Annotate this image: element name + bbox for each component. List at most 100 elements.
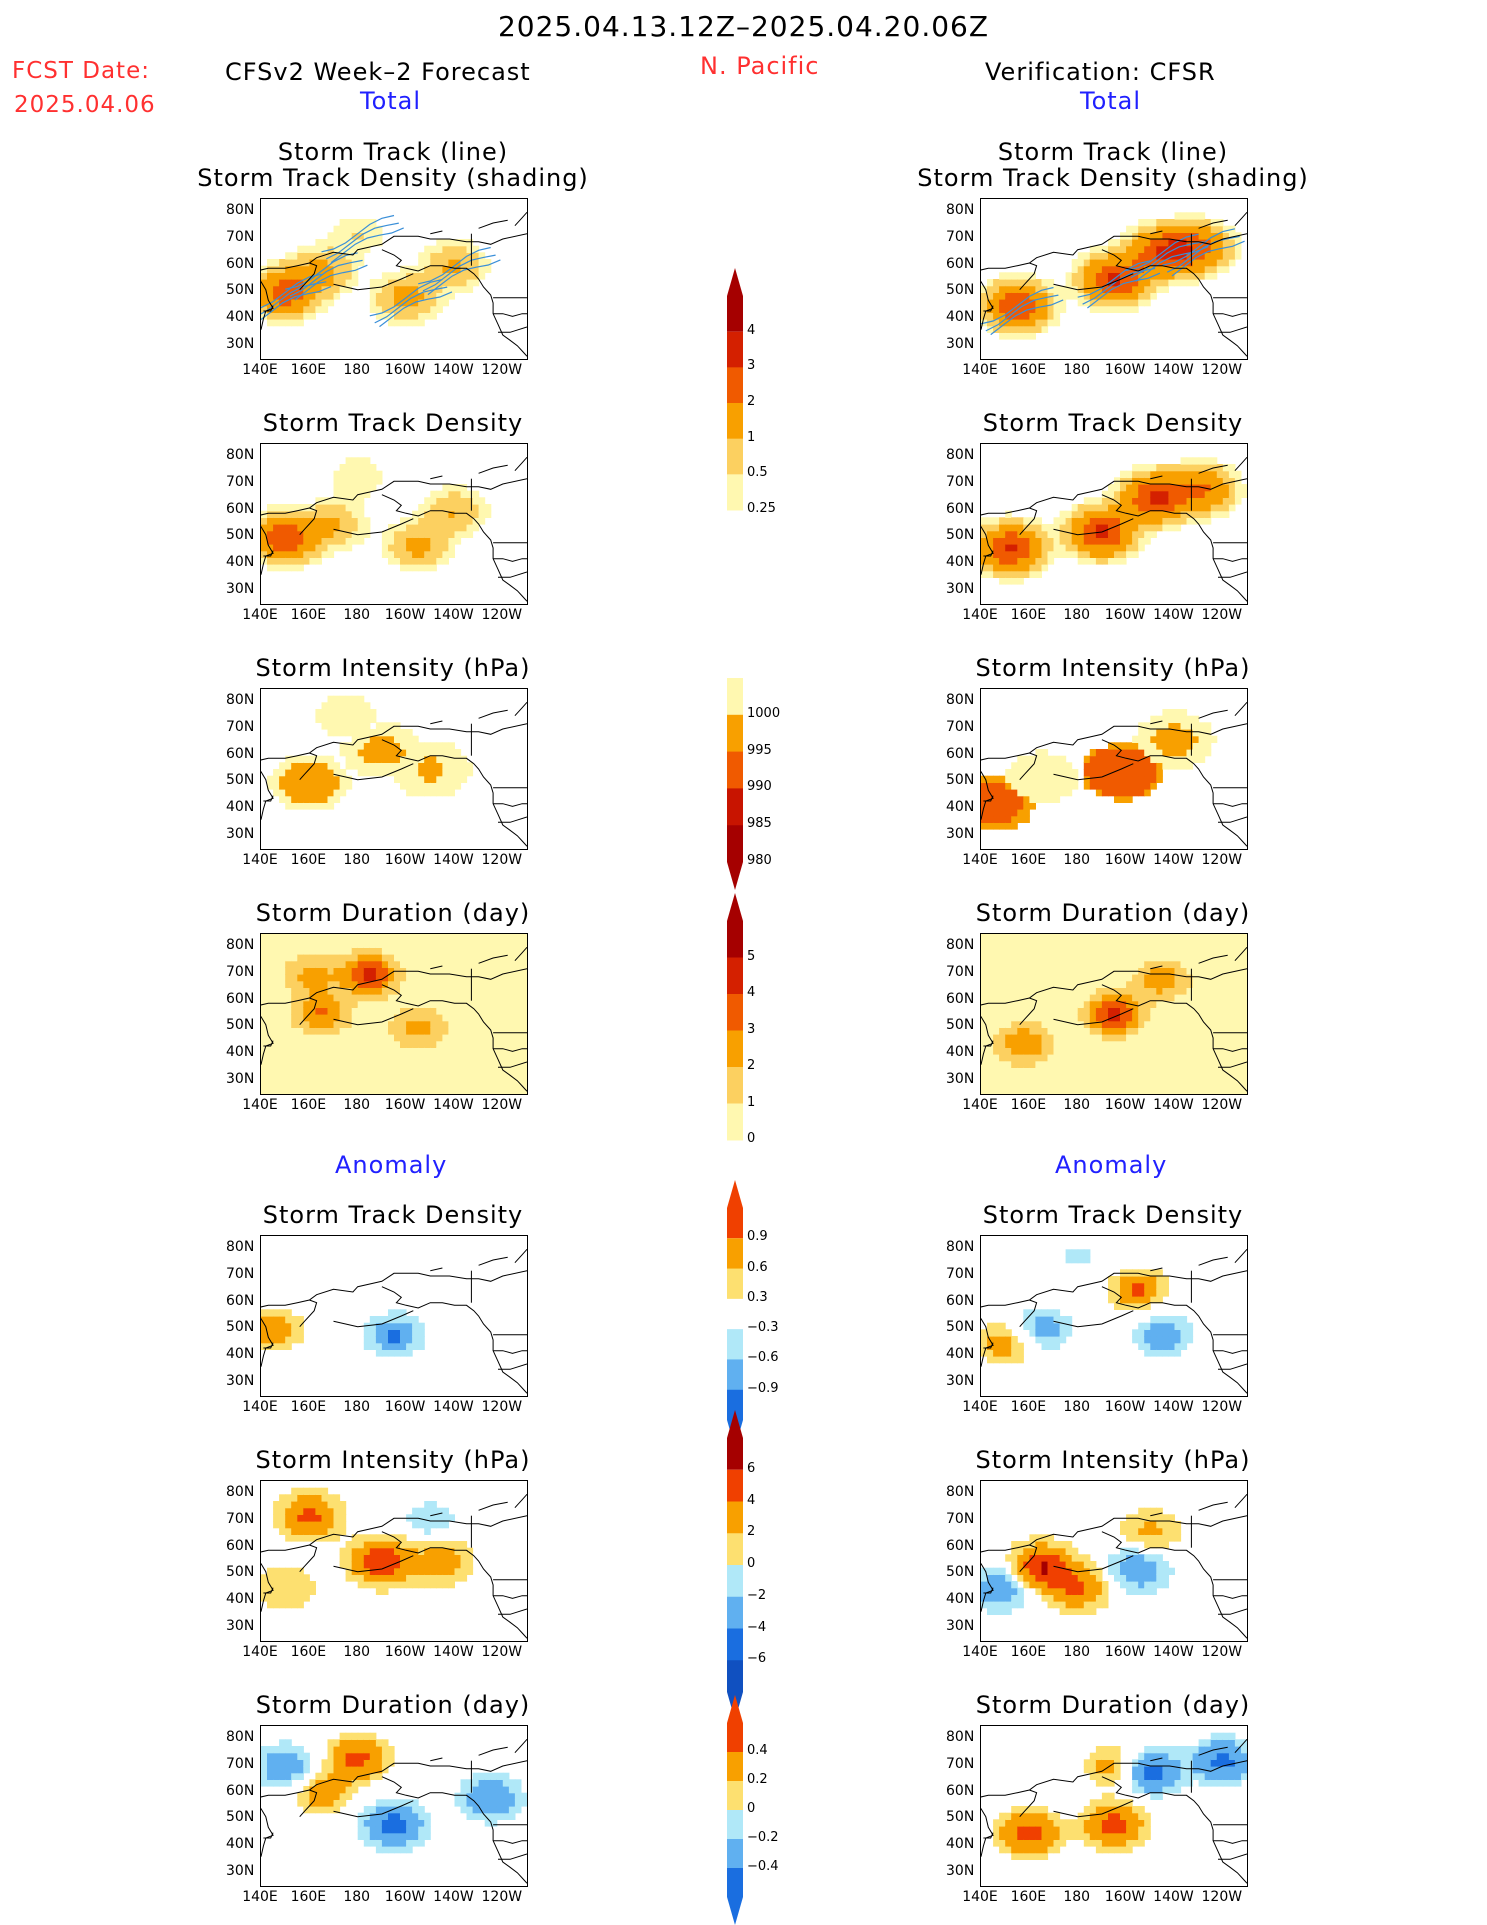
grid-cell: [424, 510, 431, 518]
grid-cell: [460, 1000, 468, 1008]
grid-cell: [1071, 947, 1079, 955]
coastline: [1101, 984, 1247, 1092]
grid-cell: [1144, 742, 1151, 750]
grid-cell: [454, 1087, 462, 1094]
grid-cell: [339, 517, 347, 525]
grid-cell: [297, 1087, 304, 1094]
grid-cell: [351, 1534, 359, 1542]
grid-cell: [303, 987, 310, 995]
grid-cell: [1053, 1034, 1061, 1042]
grid-cell: [436, 245, 443, 253]
grid-cell: [1053, 987, 1061, 995]
grid-cell: [1089, 1020, 1097, 1028]
grid-cell: [394, 742, 401, 750]
grid-cell: [1011, 570, 1018, 578]
grid-cell: [351, 245, 359, 253]
grid-cell: [1222, 1000, 1230, 1008]
grid-cell: [327, 987, 335, 995]
grid-cell: [1144, 1336, 1151, 1344]
grid-cell: [279, 550, 286, 558]
grid-cell: [400, 749, 407, 757]
grid-cell: [1035, 1329, 1042, 1337]
grid-cell: [478, 1040, 486, 1048]
grid-cell: [1234, 470, 1242, 478]
grid-cell: [381, 292, 389, 300]
grid-cell: [345, 464, 353, 472]
grid-cell: [1011, 544, 1018, 552]
lon-tick-label: 160W: [1104, 1097, 1146, 1113]
grid-cell: [1023, 802, 1030, 810]
grid-cell: [1120, 517, 1127, 525]
grid-cell: [1204, 1020, 1212, 1028]
grid-cell: [1095, 510, 1103, 518]
grid-cell: [1228, 954, 1236, 962]
grid-cell: [1089, 980, 1097, 988]
grid-cell: [1089, 1000, 1097, 1008]
grid-cell: [369, 735, 377, 743]
grid-cell: [1035, 537, 1042, 545]
grid-cell: [1005, 775, 1012, 783]
grid-cell: [363, 994, 371, 1002]
grid-cell: [999, 980, 1006, 988]
grid-cell: [1047, 1014, 1055, 1022]
grid-cell: [279, 1309, 286, 1317]
grid-cell: [424, 245, 431, 253]
grid-cell: [394, 729, 401, 737]
grid-cell: [1101, 265, 1109, 273]
grid-cell: [261, 1309, 268, 1317]
grid-cell: [261, 285, 268, 293]
grid-cell: [1005, 1074, 1012, 1082]
grid-cell: [309, 510, 316, 518]
grid-cell: [1174, 1080, 1182, 1088]
grid-cell: [1089, 967, 1097, 975]
grid-cell: [369, 1547, 377, 1555]
grid-cell: [351, 960, 359, 968]
grid-cell: [394, 987, 401, 995]
grid-cell: [327, 279, 335, 287]
grid-cell: [1150, 285, 1157, 293]
grid-cell: [285, 504, 292, 512]
grid-cell: [1228, 974, 1236, 982]
grid-cell: [993, 312, 1000, 320]
grid-cell: [460, 1060, 468, 1068]
grid-cell: [424, 980, 431, 988]
grid-cell: [351, 1574, 359, 1582]
grid-cell: [1198, 1027, 1206, 1035]
grid-cell: [315, 755, 322, 763]
grid-cell: [1017, 577, 1024, 585]
grid-cell: [466, 974, 474, 982]
grid-cell: [363, 490, 371, 498]
grid-cell: [1168, 484, 1175, 492]
grid-cell: [339, 1047, 347, 1055]
grid-cell: [1029, 564, 1036, 572]
grid-cell: [1162, 755, 1169, 763]
grid-cell: [1150, 1289, 1157, 1297]
grid-cell: [436, 782, 443, 790]
grid-cell: [418, 252, 425, 260]
lon-tick-label: 120W: [481, 852, 523, 868]
grid-cell: [369, 1316, 377, 1324]
grid-cell: [333, 789, 341, 797]
grid-cell: [981, 789, 988, 797]
grid-cell: [1011, 809, 1018, 817]
grid-cell: [1023, 782, 1030, 790]
grid-cell: [1108, 299, 1115, 307]
grid-cell: [1150, 1027, 1157, 1035]
grid-cell: [460, 769, 468, 777]
grid-cell: [1023, 305, 1030, 313]
grid-cell: [1089, 755, 1097, 763]
grid-cell: [1005, 1034, 1012, 1042]
grid-cell: [430, 954, 437, 962]
grid-cell: [351, 225, 359, 233]
grid-cell: [1126, 749, 1133, 757]
grid-cell: [1174, 729, 1182, 737]
grid-cell: [448, 504, 455, 512]
grid-cell: [394, 947, 401, 955]
grid-cell: [1126, 1060, 1133, 1068]
grid-cell: [1101, 490, 1109, 498]
grid-cell: [321, 1014, 329, 1022]
grid-cell: [315, 1527, 322, 1535]
grid-cell: [1065, 1040, 1073, 1048]
grid-cell: [1101, 292, 1109, 300]
coastline: [1150, 965, 1163, 970]
